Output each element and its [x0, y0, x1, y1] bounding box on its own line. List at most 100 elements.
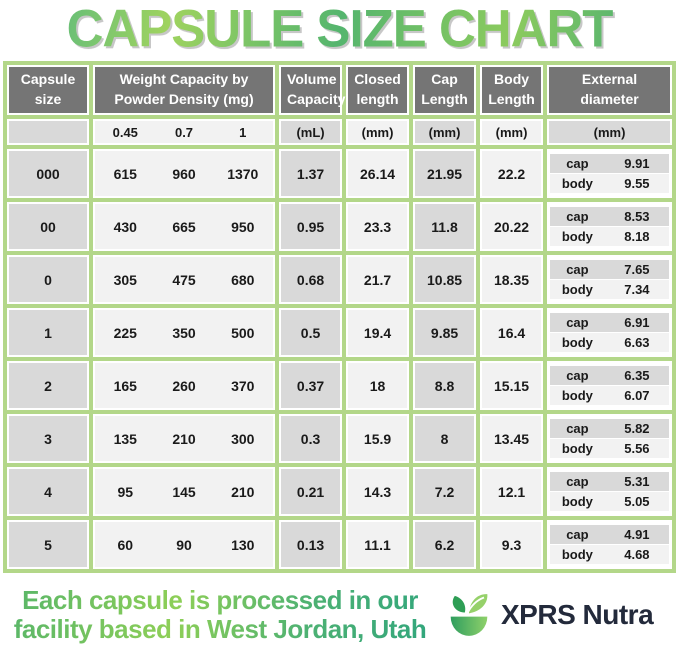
- weight-value: 60: [117, 536, 134, 553]
- header-closed-length: Closed length: [346, 65, 410, 115]
- body-length-cell: 18.35: [480, 255, 544, 304]
- cap-diameter-band: cap 5.82: [550, 419, 670, 438]
- closed-length-cell: 19.4: [346, 308, 410, 357]
- cap-diameter-band: cap 9.91: [550, 154, 670, 173]
- weight-value: 145: [172, 483, 196, 500]
- cap-label: cap: [566, 368, 589, 383]
- cap-label: cap: [566, 474, 589, 489]
- footer: Each capsule is processed in our facilit…: [0, 584, 679, 646]
- external-diameter-cell: cap 6.35 body 6.07: [547, 361, 673, 410]
- body-label: body: [561, 229, 593, 244]
- weight-value: 90: [176, 536, 192, 553]
- subheader-volume-unit: (mL): [279, 119, 343, 145]
- weight-value: 680: [231, 271, 255, 288]
- body-label: body: [561, 388, 593, 403]
- capsule-size-cell: 1: [7, 308, 89, 357]
- weight-value: 1370: [227, 165, 259, 182]
- capsule-size-cell: 5: [7, 520, 89, 569]
- cap-length-cell: 9.85: [413, 308, 477, 357]
- body-diameter-value: 6.07: [624, 388, 650, 403]
- cap-diameter-band: cap 4.91: [550, 525, 670, 544]
- cap-label: cap: [566, 156, 589, 171]
- table-row: 1 225 350 500 0.5 19.4 9.85 16.4 cap 6.91 body 6.63: [7, 308, 673, 357]
- weight-capacity-cell: 615 960 1370: [93, 149, 276, 198]
- cap-diameter-value: 7.65: [624, 262, 650, 277]
- page-title: CAPSULE SIZE CHART: [0, 0, 679, 61]
- density-value: 1: [239, 124, 247, 140]
- volume-capacity-cell: 0.95: [279, 202, 343, 251]
- table-row: 3 135 210 300 0.3 15.9 8 13.45 cap 5.82 body 5.56: [7, 414, 673, 463]
- cap-diameter-value: 6.91: [624, 315, 650, 330]
- body-diameter-value: 7.34: [624, 282, 650, 297]
- closed-length-cell: 18: [346, 361, 410, 410]
- weight-capacity-cell: 165 260 370: [93, 361, 276, 410]
- subheader-capsule-empty: [7, 119, 89, 145]
- cap-diameter-band: cap 6.35: [550, 366, 670, 385]
- external-diameter-cell: cap 6.91 body 6.63: [547, 308, 673, 357]
- cap-label: cap: [566, 315, 589, 330]
- body-diameter-band: body 5.05: [550, 492, 670, 511]
- body-diameter-band: body 6.63: [550, 333, 670, 352]
- header-row: Capsule size Weight Capacity by Powder D…: [7, 65, 673, 115]
- volume-capacity-cell: 0.13: [279, 520, 343, 569]
- cap-diameter-band: cap 5.31: [550, 472, 670, 491]
- weight-value: 210: [172, 430, 196, 447]
- body-length-cell: 16.4: [480, 308, 544, 357]
- cap-label: cap: [566, 209, 589, 224]
- weight-value: 950: [231, 218, 255, 235]
- closed-length-cell: 21.7: [346, 255, 410, 304]
- weight-value: 475: [172, 271, 196, 288]
- cap-label: cap: [566, 262, 589, 277]
- weight-value: 95: [117, 483, 134, 500]
- body-diameter-band: body 5.56: [550, 439, 670, 458]
- cap-diameter-value: 6.35: [624, 368, 650, 383]
- body-label: body: [561, 335, 593, 350]
- external-diameter-cell: cap 5.82 body 5.56: [547, 414, 673, 463]
- cap-length-cell: 6.2: [413, 520, 477, 569]
- weight-value: 300: [231, 430, 255, 447]
- external-diameter-cell: cap 7.65 body 7.34: [547, 255, 673, 304]
- weight-capacity-cell: 225 350 500: [93, 308, 276, 357]
- header-volume-capacity: Volume Capacity: [279, 65, 345, 115]
- weight-value: 130: [231, 536, 255, 553]
- cap-diameter-value: 5.82: [624, 421, 650, 436]
- table-body: 000 615 960 1370 1.37 26.14 21.95 22.2 cap 9.91 bo…: [7, 149, 673, 569]
- footer-tagline: Each capsule is processed in our facilit…: [0, 586, 440, 644]
- cap-diameter-value: 8.53: [624, 209, 650, 224]
- weight-value: 135: [113, 430, 137, 447]
- weight-value: 165: [113, 377, 137, 394]
- subheader-closed-unit: (mm): [346, 119, 410, 145]
- subheader-densities: 0.45 0.7 1: [93, 119, 276, 145]
- subheader-diameter-unit: (mm): [547, 119, 673, 145]
- weight-value: 210: [231, 483, 255, 500]
- body-length-cell: 22.2: [480, 149, 544, 198]
- external-diameter-cell: cap 9.91 body 9.55: [547, 149, 673, 198]
- subheader-row: 0.45 0.7 1 (mL) (mm) (mm) (mm) (mm): [7, 119, 673, 145]
- header-cap-length: Cap Length: [413, 65, 477, 115]
- brand-name: XPRS Nutra: [501, 599, 654, 630]
- weight-value: 960: [172, 165, 196, 182]
- body-label: body: [561, 441, 593, 456]
- weight-capacity-cell: 135 210 300: [93, 414, 276, 463]
- weight-value: 430: [113, 218, 137, 235]
- cap-diameter-band: cap 8.53: [550, 207, 670, 226]
- density-value: 0.7: [174, 124, 194, 140]
- body-diameter-value: 9.55: [624, 176, 650, 191]
- cap-length-cell: 7.2: [413, 467, 477, 516]
- volume-capacity-cell: 0.5: [279, 308, 343, 357]
- cap-diameter-value: 5.31: [624, 474, 650, 489]
- table-row: 4 95 145 210 0.21 14.3 7.2 12.1 cap 5.31 body 5.05: [7, 467, 673, 516]
- body-diameter-band: body 9.55: [550, 174, 670, 193]
- header-body-length: Body Length: [480, 65, 544, 115]
- body-diameter-value: 5.05: [624, 494, 650, 509]
- volume-capacity-cell: 0.37: [279, 361, 343, 410]
- closed-length-cell: 15.9: [346, 414, 410, 463]
- body-diameter-band: body 6.07: [550, 386, 670, 405]
- closed-length-cell: 23.3: [346, 202, 410, 251]
- weight-value: 260: [172, 377, 196, 394]
- capsule-size-cell: 00: [7, 202, 89, 251]
- capsule-size-cell: 0: [7, 255, 89, 304]
- external-diameter-cell: cap 5.31 body 5.05: [547, 467, 673, 516]
- body-length-cell: 12.1: [480, 467, 544, 516]
